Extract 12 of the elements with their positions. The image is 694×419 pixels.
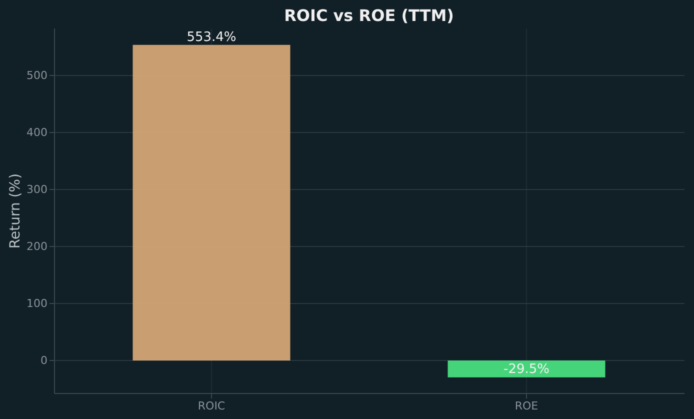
- y-tick-label: 500: [26, 68, 48, 82]
- y-axis-title: Return (%): [8, 173, 24, 249]
- y-tick-label: 400: [26, 126, 48, 139]
- y-tick-label: 200: [26, 240, 48, 253]
- chart-title: ROIC vs ROE (TTM): [284, 6, 454, 25]
- data-label: 553.4%: [186, 30, 236, 45]
- x-tick-label: ROIC: [198, 400, 226, 412]
- y-tick-label: 0: [40, 354, 48, 367]
- y-tick-label: 100: [26, 296, 48, 310]
- y-tick-label: 300: [26, 182, 48, 196]
- x-tick-label: ROE: [514, 400, 538, 412]
- data-label: -29.5%: [504, 362, 550, 377]
